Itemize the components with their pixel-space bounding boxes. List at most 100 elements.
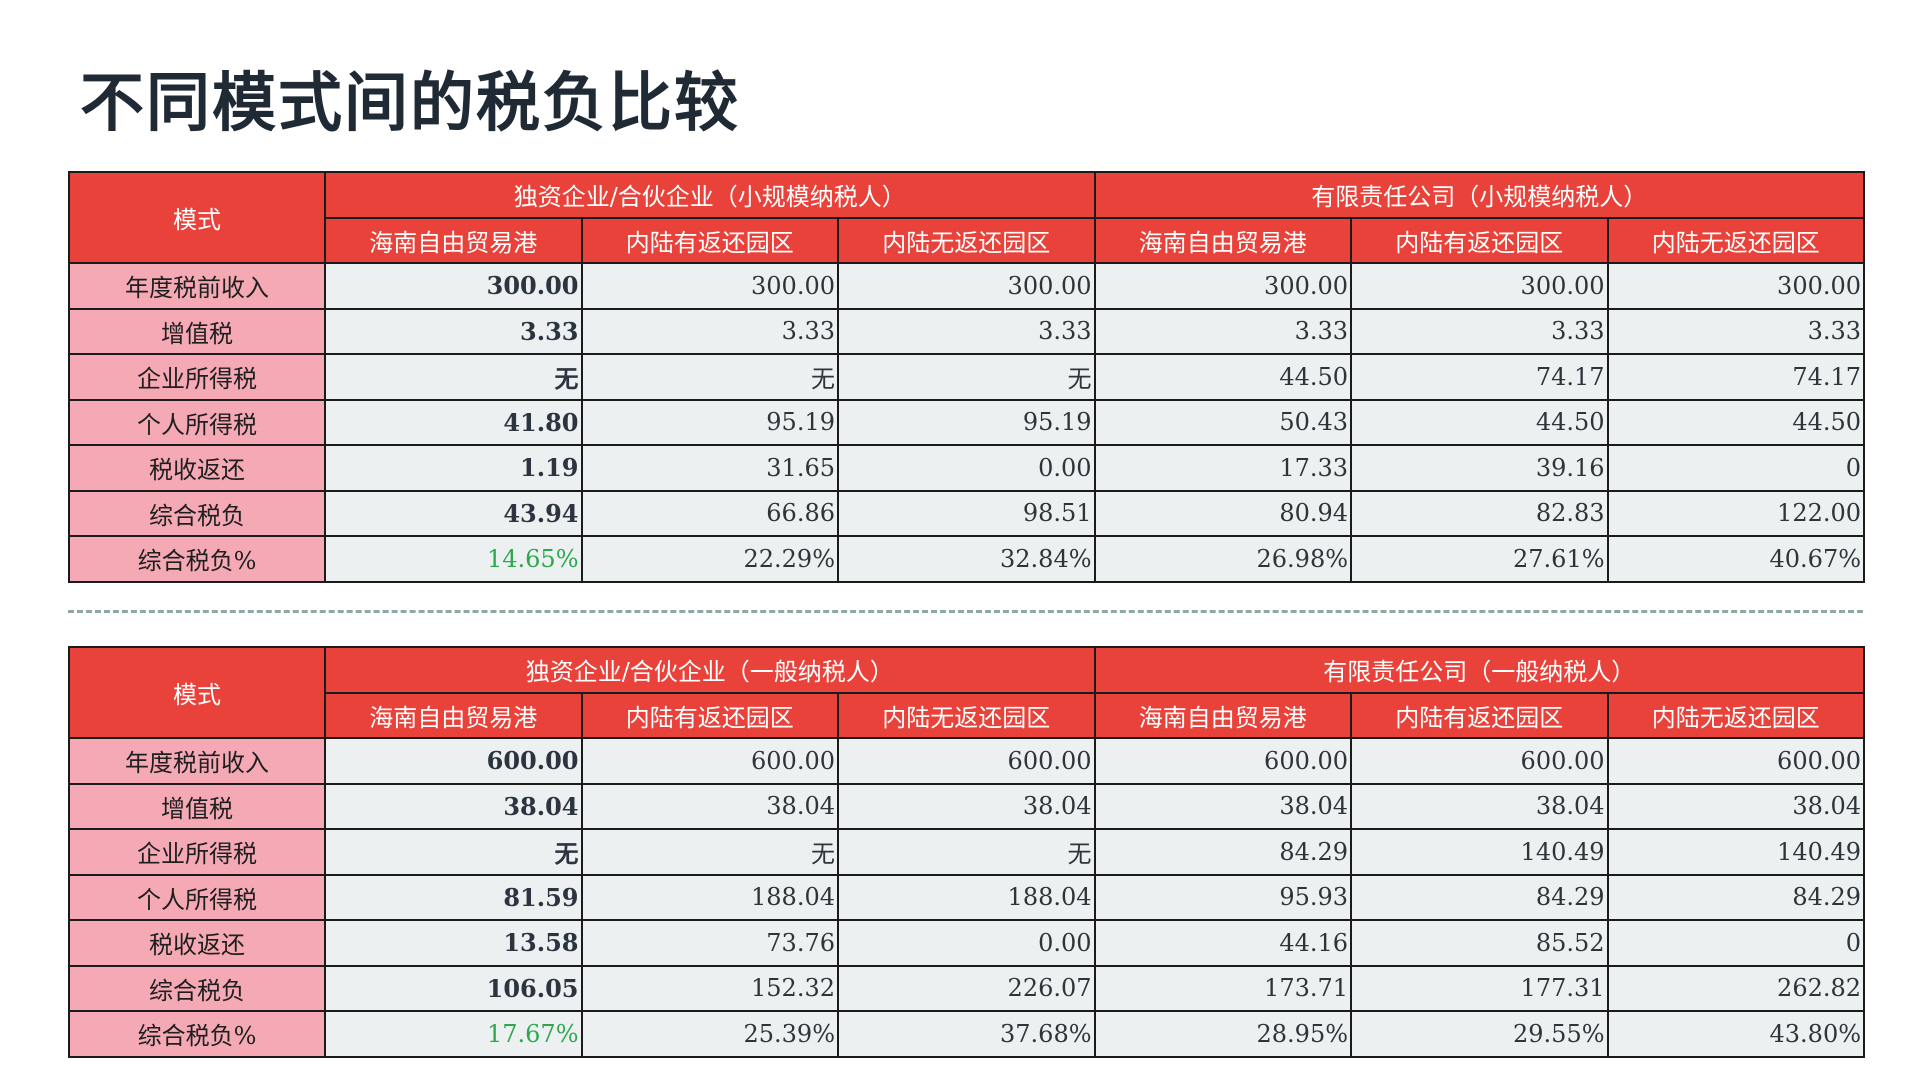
table-cell: 600.00 xyxy=(1606,737,1866,785)
table-cell: 无 xyxy=(580,353,839,401)
table-cell: 37.68% xyxy=(837,1010,1096,1058)
table-cell: 3.33 xyxy=(837,307,1096,355)
table-cell: 95.93 xyxy=(1093,873,1353,921)
table-cell: 84.29 xyxy=(1606,873,1866,921)
table-row: 年度税前收入 600.00 600.00 600.00 600.00 600.00 600.… xyxy=(68,737,1866,785)
column-header: 海南自由贸易港 xyxy=(324,216,583,264)
table-cell: 38.04 xyxy=(580,782,839,830)
table-cell: 14.65% xyxy=(324,535,583,583)
row-label: 增值税 xyxy=(68,307,326,355)
group-header-limited-company: 有限责任公司（小规模纳税人） xyxy=(1093,171,1866,219)
table-cell: 26.98% xyxy=(1093,535,1353,583)
table-cell: 600.00 xyxy=(837,737,1096,785)
tax-table-small-scale: 模式 独资企业/合伙企业（小规模纳税人） 有限责任公司（小规模纳税人） 海南自由贸易港… xyxy=(68,171,1866,583)
table-cell: 81.59 xyxy=(324,873,583,921)
table-cell: 44.16 xyxy=(1093,919,1353,967)
table-row: 增值税 38.04 38.04 38.04 38.04 38.04 38.04 xyxy=(68,782,1866,830)
table-cell: 39.16 xyxy=(1350,444,1609,492)
table-cell: 95.19 xyxy=(837,398,1096,446)
table-cell: 74.17 xyxy=(1606,353,1866,401)
row-label: 综合税负% xyxy=(68,1010,326,1058)
table-cell: 41.80 xyxy=(324,398,583,446)
table-cell: 0.00 xyxy=(837,444,1096,492)
column-header: 内陆有返还园区 xyxy=(580,691,839,739)
row-label: 税收返还 xyxy=(68,919,326,967)
table-row: 增值税 3.33 3.33 3.33 3.33 3.33 3.33 xyxy=(68,307,1866,355)
header-row-columns: 海南自由贸易港 内陆有返还园区 内陆无返还园区 海南自由贸易港 内陆有返还园区 内陆无返还… xyxy=(69,216,1866,264)
column-header: 海南自由贸易港 xyxy=(324,691,583,739)
table-row: 综合税负 106.05 152.32 226.07 173.71 177.31 262.82 xyxy=(68,964,1866,1012)
table-cell: 17.33 xyxy=(1093,444,1353,492)
table-cell: 600.00 xyxy=(1093,737,1353,785)
table-cell: 40.67% xyxy=(1606,535,1866,583)
column-header: 内陆有返还园区 xyxy=(1350,216,1609,264)
table-cell: 300.00 xyxy=(1350,262,1609,310)
table-cell: 29.55% xyxy=(1350,1010,1609,1058)
table-cell: 140.49 xyxy=(1350,828,1609,876)
dashed-divider xyxy=(68,610,1863,613)
table-cell: 38.04 xyxy=(1093,782,1353,830)
table-cell: 44.50 xyxy=(1606,398,1866,446)
table-cell: 22.29% xyxy=(580,535,839,583)
table-cell: 3.33 xyxy=(1606,307,1866,355)
table-cell: 0 xyxy=(1606,444,1866,492)
table-cell: 80.94 xyxy=(1093,489,1353,537)
header-row-groups: 模式 独资企业/合伙企业（小规模纳税人） 有限责任公司（小规模纳税人） xyxy=(68,171,1866,264)
table-cell: 31.65 xyxy=(580,444,839,492)
table-cell: 3.33 xyxy=(324,307,583,355)
table-row: 税收返还 13.58 73.76 0.00 44.16 85.52 0 xyxy=(68,919,1866,967)
row-label: 税收返还 xyxy=(68,444,326,492)
row-label: 年度税前收入 xyxy=(68,262,326,310)
column-header: 海南自由贸易港 xyxy=(1093,216,1353,264)
table-cell: 无 xyxy=(580,828,839,876)
column-header: 内陆无返还园区 xyxy=(1606,691,1866,739)
table-cell: 27.61% xyxy=(1350,535,1609,583)
group-header-limited-company: 有限责任公司（一般纳税人） xyxy=(1093,646,1866,694)
table-cell: 600.00 xyxy=(324,737,583,785)
row-label: 企业所得税 xyxy=(68,828,326,876)
table-cell: 84.29 xyxy=(1350,873,1609,921)
group-header-sole-proprietorship: 独资企业/合伙企业（小规模纳税人） xyxy=(324,171,1096,219)
table-cell: 84.29 xyxy=(1093,828,1353,876)
table-cell: 226.07 xyxy=(837,964,1096,1012)
header-row-groups: 模式 独资企业/合伙企业（一般纳税人） 有限责任公司（一般纳税人） xyxy=(68,646,1866,739)
table-cell: 13.58 xyxy=(324,919,583,967)
table-cell: 66.86 xyxy=(580,489,839,537)
table-cell: 262.82 xyxy=(1606,964,1866,1012)
table-cell: 无 xyxy=(837,828,1096,876)
table-cell: 38.04 xyxy=(1606,782,1866,830)
column-header: 内陆无返还园区 xyxy=(837,691,1096,739)
table-cell: 1.19 xyxy=(324,444,583,492)
table-cell: 600.00 xyxy=(1350,737,1609,785)
column-header: 内陆有返还园区 xyxy=(580,216,839,264)
table-cell: 28.95% xyxy=(1093,1010,1353,1058)
table-cell: 73.76 xyxy=(580,919,839,967)
table-cell: 25.39% xyxy=(580,1010,839,1058)
table-row: 税收返还 1.19 31.65 0.00 17.33 39.16 0 xyxy=(68,444,1866,492)
table-row: 综合税负% 17.67% 25.39% 37.68% 28.95% 29.55% 43.80… xyxy=(68,1010,1866,1058)
table-row: 企业所得税无无无 84.29 140.49 140.49 xyxy=(68,828,1866,876)
mode-header: 模式 xyxy=(68,646,326,739)
row-label: 个人所得税 xyxy=(68,398,326,446)
table-cell: 140.49 xyxy=(1606,828,1866,876)
table-row: 个人所得税 81.59 188.04 188.04 95.93 84.29 84.29 xyxy=(68,873,1866,921)
table-cell: 600.00 xyxy=(580,737,839,785)
table-cell: 300.00 xyxy=(1093,262,1353,310)
table-cell: 300.00 xyxy=(1606,262,1866,310)
table-cell: 44.50 xyxy=(1350,398,1609,446)
table-cell: 38.04 xyxy=(324,782,583,830)
page-title: 不同模式间的税负比较 xyxy=(80,66,740,141)
table-cell: 74.17 xyxy=(1350,353,1609,401)
table-cell: 无 xyxy=(837,353,1096,401)
table-cell: 50.43 xyxy=(1093,398,1353,446)
row-label: 个人所得税 xyxy=(68,873,326,921)
table-cell: 43.80% xyxy=(1606,1010,1866,1058)
table-cell: 95.19 xyxy=(580,398,839,446)
table-cell: 0.00 xyxy=(837,919,1096,967)
table-row: 企业所得税无无无 44.50 74.17 74.17 xyxy=(68,353,1866,401)
row-label: 企业所得税 xyxy=(68,353,326,401)
table-cell: 3.33 xyxy=(580,307,839,355)
table-cell: 3.33 xyxy=(1093,307,1353,355)
table-cell: 17.67% xyxy=(324,1010,583,1058)
header-row-columns: 海南自由贸易港 内陆有返还园区 内陆无返还园区 海南自由贸易港 内陆有返还园区 内陆无返还… xyxy=(69,691,1866,739)
